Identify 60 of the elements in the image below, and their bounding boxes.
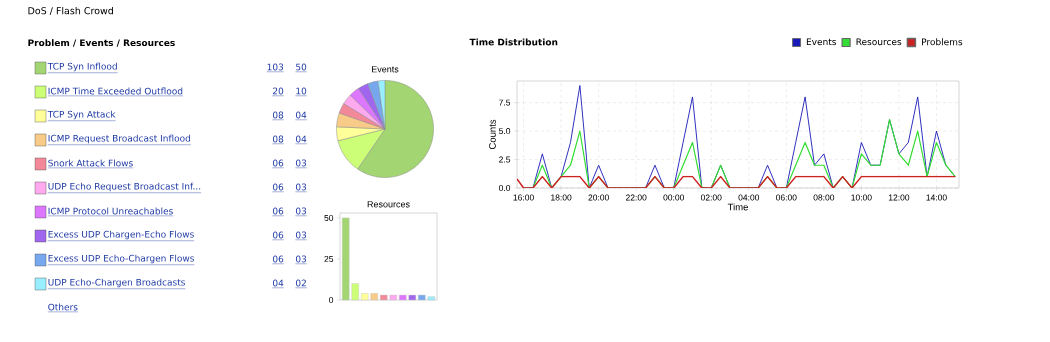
x-tick-label: 12:00 xyxy=(888,194,910,201)
text: 03 xyxy=(295,159,307,167)
legend-label: Resources xyxy=(856,38,902,46)
text: 03 xyxy=(295,255,307,263)
chart-title: Time Distribution xyxy=(469,38,558,46)
x-tick-label: 20:00 xyxy=(588,194,609,201)
legend-label: UDP Echo-Chargen Broadcasts xyxy=(48,278,185,288)
y-tick-label: 25 xyxy=(324,255,334,262)
data-label: 04 xyxy=(272,279,284,287)
text: Others xyxy=(48,303,78,311)
y-tick-label: 5.0 xyxy=(499,128,511,135)
text: 04 xyxy=(295,135,307,143)
x-axis-title: Time xyxy=(727,203,748,211)
text: 10 xyxy=(296,87,307,95)
y-tick-label: 2.5 xyxy=(499,156,511,163)
y-tick-label: 7.5 xyxy=(499,99,511,106)
text: 04 xyxy=(295,111,307,119)
chart-title: Events xyxy=(371,66,399,73)
x-tick-label: 14:00 xyxy=(926,194,947,201)
text: 50 xyxy=(296,63,307,71)
data-label: 06 xyxy=(272,183,284,191)
text: 03 xyxy=(295,207,307,215)
y-tick-label: 50 xyxy=(324,214,334,221)
legend-label: UDP Echo Request Broadcast Inf... xyxy=(48,182,201,192)
x-tick-label: 10:00 xyxy=(851,194,872,201)
legend-label: Events xyxy=(806,38,837,46)
legend-label: ICMP Protocol Unreachables xyxy=(48,207,173,215)
x-tick-label: 16:00 xyxy=(513,194,534,201)
x-tick-label: 22:00 xyxy=(625,194,647,201)
data-label: 06 xyxy=(272,159,284,167)
text: 03 xyxy=(295,231,307,239)
data-label: 06 xyxy=(272,255,284,263)
legend-label: Problems xyxy=(922,38,963,46)
data-label: 08 xyxy=(272,111,284,119)
data-label: 06 xyxy=(272,231,284,239)
data-label: 06 xyxy=(272,207,284,215)
legend-label: Excess UDP Chargen-Echo Flows xyxy=(48,230,194,240)
data-label: 08 xyxy=(272,135,284,143)
legend-title: Problem / Events / Resources xyxy=(28,39,175,47)
x-tick-label: 04:00 xyxy=(738,194,760,201)
y-axis-title: Counts xyxy=(489,119,496,150)
data-label: 103 xyxy=(267,63,284,71)
text: DoS / Flash Crowd xyxy=(28,6,113,16)
x-tick-label: 06:00 xyxy=(776,194,797,201)
x-tick-label: 08:00 xyxy=(813,194,835,201)
x-tick-label: 02:00 xyxy=(700,194,722,201)
x-tick-label: 18:00 xyxy=(551,194,572,201)
y-tick-label: 0.0 xyxy=(498,184,511,191)
chart-title: Resources xyxy=(367,201,410,208)
legend-label: ICMP Request Broadcast Inflood xyxy=(48,134,191,144)
legend-label: Excess UDP Echo-Chargen Flows xyxy=(48,254,195,264)
legend-label: ICMP Time Exceeded Outflood xyxy=(48,87,183,95)
x-tick-label: 00:00 xyxy=(663,194,685,201)
legend-label: TCP Syn Inflood xyxy=(47,62,117,72)
text: 02 xyxy=(295,279,306,287)
legend-label: Snork Attack Flows xyxy=(48,159,133,167)
legend-label: TCP Syn Attack xyxy=(47,110,116,120)
text: 03 xyxy=(295,183,307,191)
data-label: 20 xyxy=(273,87,284,95)
y-tick-label: 0 xyxy=(329,296,334,303)
